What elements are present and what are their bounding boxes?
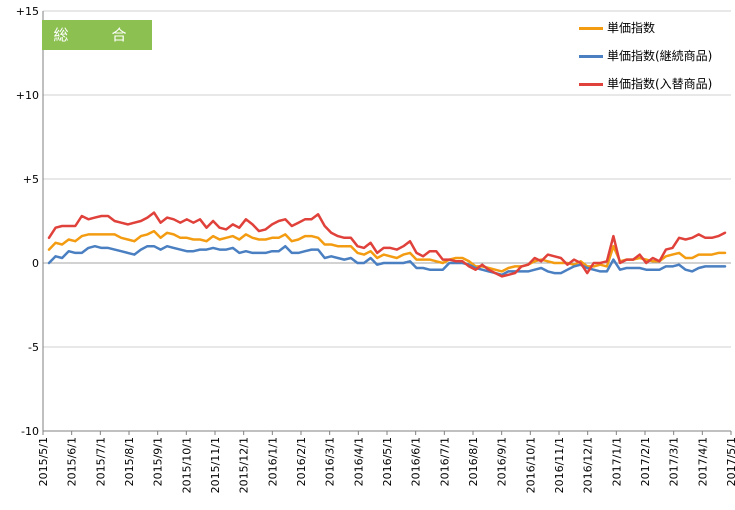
x-tick-label: 2015/8/1 — [123, 437, 136, 486]
x-tick-label: 2016/8/1 — [467, 437, 480, 486]
y-axis: +15 +10 +5 0 -5 -10 — [16, 5, 44, 438]
x-tick-label: 2015/10/1 — [180, 437, 193, 493]
x-tick-label: 2017/4/1 — [696, 437, 709, 486]
x-tick-label: 2016/12/1 — [582, 437, 595, 493]
legend-swatch-orange — [579, 27, 603, 30]
legend-item-replacement-products: 単価指数(入替商品) — [577, 72, 727, 100]
x-tick-label: 2017/1/1 — [610, 437, 623, 486]
x-tick-label: 2015/9/1 — [152, 437, 165, 486]
y-tick-label: +15 — [16, 5, 39, 18]
x-tick-label: 2016/5/1 — [381, 437, 394, 486]
y-tick-label: +5 — [23, 173, 39, 186]
x-tick-label: 2016/1/1 — [266, 437, 279, 486]
x-tick-label: 2015/5/1 — [37, 437, 50, 486]
y-tick-label: -5 — [28, 341, 39, 354]
y-tick-label: +10 — [16, 89, 39, 102]
x-tick-label: 2015/11/1 — [209, 437, 222, 493]
series-line-1 — [47, 244, 727, 277]
legend-swatch-blue — [579, 55, 603, 58]
x-tick-label: 2015/7/1 — [94, 437, 107, 486]
legend-swatch-red — [579, 83, 603, 86]
x-tick-label: 2016/10/1 — [524, 437, 537, 493]
legend-item-continuing-products: 単価指数(継続商品) — [577, 44, 727, 72]
chart-title-badge: 総 合 — [42, 20, 152, 50]
x-tick-label: 2017/3/1 — [668, 437, 681, 486]
x-tick-label: 2016/4/1 — [352, 437, 365, 486]
x-tick-label: 2016/3/1 — [324, 437, 337, 486]
legend-item-unit-price-index: 単価指数 — [577, 16, 727, 44]
legend-label-continuing-products: 単価指数(継続商品) — [607, 49, 713, 63]
legend-label-replacement-products: 単価指数(入替商品) — [607, 77, 713, 91]
plot-area — [47, 211, 727, 278]
series-line-2 — [47, 211, 727, 278]
legend-label-unit-price-index: 単価指数 — [607, 21, 656, 35]
x-tick-label: 2016/9/1 — [496, 437, 509, 486]
x-tick-label: 2015/12/1 — [238, 437, 251, 493]
x-tick-label: 2016/6/1 — [410, 437, 423, 486]
series-line-0 — [47, 229, 727, 273]
y-tick-label: 0 — [32, 257, 39, 270]
x-tick-label: 2016/11/1 — [553, 437, 566, 493]
x-tick-label: 2017/5/1 — [725, 437, 735, 486]
chart-legend: 単価指数 単価指数(継続商品) 単価指数(入替商品) — [577, 16, 727, 100]
x-tick-label: 2016/7/1 — [438, 437, 451, 486]
x-tick-label: 2016/2/1 — [295, 437, 308, 486]
y-tick-label: -10 — [21, 425, 39, 438]
x-tick-label: 2015/6/1 — [66, 437, 79, 486]
x-axis: 2015/5/1 2015/6/1 2015/7/1 2015/8/1 2015/9/1… — [37, 430, 735, 493]
x-tick-label: 2017/2/1 — [639, 437, 652, 486]
